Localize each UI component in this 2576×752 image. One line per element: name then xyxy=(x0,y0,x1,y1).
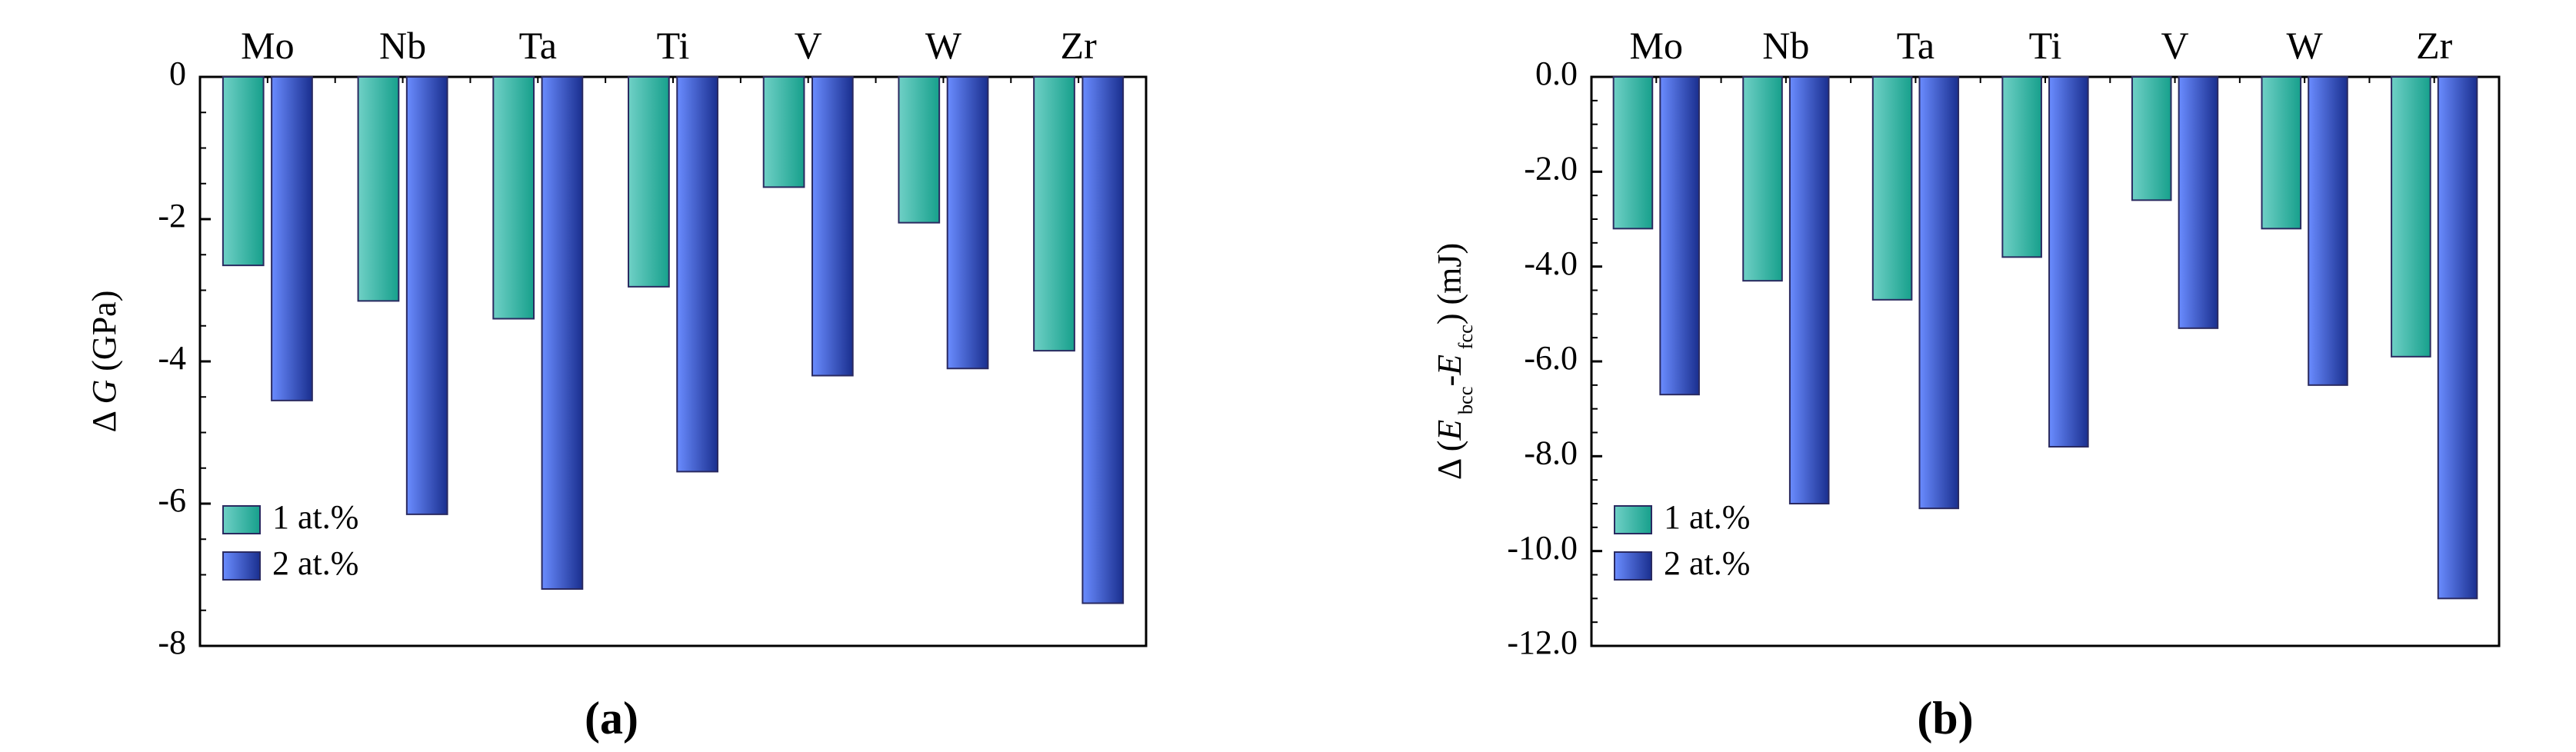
svg-text:-4.0: -4.0 xyxy=(1524,245,1578,282)
svg-text:1 at.%: 1 at.% xyxy=(272,498,358,536)
bar-series2 xyxy=(812,77,853,376)
bar-series2 xyxy=(542,77,583,589)
svg-text:2 at.%: 2 at.% xyxy=(272,544,358,582)
bar-series2 xyxy=(1790,77,1829,504)
bar-series1 xyxy=(1873,77,1912,300)
bar-series1 xyxy=(493,77,534,319)
svg-text:-2.0: -2.0 xyxy=(1524,149,1578,187)
svg-text:V: V xyxy=(2161,24,2189,67)
svg-text:-8.0: -8.0 xyxy=(1524,434,1578,471)
bar-series1 xyxy=(1743,77,1782,281)
svg-text:V: V xyxy=(795,24,822,67)
svg-text:0.0: 0.0 xyxy=(1535,55,1578,92)
figure-wrapper: 0 -2 -4 -6 -8 Mo Nb Ta Ti V W Zr Δ G (GPa) 1 at.% 2 at… xyxy=(0,0,2576,752)
panel-b: 0.0 -2.0 -4.0 -6.0 -8.0 -10.0 -12.0 Mo Nb Ta Ti V W Z… xyxy=(1361,8,2530,745)
svg-text:Δ (E bcc-E fcc) (mJ): Δ (E bcc-E fcc) (mJ) xyxy=(1431,243,1477,480)
bar-series2 xyxy=(272,77,312,401)
svg-text:1 at.%: 1 at.% xyxy=(1664,498,1750,536)
panel-a: 0 -2 -4 -6 -8 Mo Nb Ta Ti V W Zr Δ G (GPa) 1 at.% 2 at… xyxy=(46,8,1177,745)
bar-series2 xyxy=(1919,77,1958,508)
svg-text:-4: -4 xyxy=(158,339,186,377)
bar-series1 xyxy=(764,77,805,187)
svg-text:Mo: Mo xyxy=(241,24,294,67)
bar-series1 xyxy=(358,77,399,301)
bar-series2 xyxy=(948,77,988,368)
svg-text:Ta: Ta xyxy=(1897,24,1934,67)
svg-text:-2: -2 xyxy=(158,197,186,235)
bar-series2 xyxy=(1082,77,1123,604)
bar-series2 xyxy=(1660,77,1699,394)
bar-series1 xyxy=(2132,77,2171,200)
svg-text:-10.0: -10.0 xyxy=(1507,529,1578,567)
svg-text:Ti: Ti xyxy=(657,24,690,67)
svg-text:-12.0: -12.0 xyxy=(1507,624,1578,661)
caption-b: (b) xyxy=(1917,692,1973,745)
bar-series1 xyxy=(2262,77,2301,228)
bar-series1 xyxy=(2391,77,2431,357)
chart-b-svg: 0.0 -2.0 -4.0 -6.0 -8.0 -10.0 -12.0 Mo Nb Ta Ti V W Z… xyxy=(1361,8,2530,677)
bar-series2 xyxy=(407,77,448,514)
bar-series2 xyxy=(2308,77,2348,385)
svg-text:-6.0: -6.0 xyxy=(1524,339,1578,377)
svg-text:W: W xyxy=(925,24,962,67)
bar-series1 xyxy=(628,77,669,287)
bar-series1 xyxy=(1614,77,1653,228)
svg-text:Nb: Nb xyxy=(379,24,426,67)
svg-text:W: W xyxy=(2287,24,2324,67)
svg-text:0: 0 xyxy=(169,55,186,92)
caption-a: (a) xyxy=(585,692,638,745)
svg-text:2 at.%: 2 at.% xyxy=(1664,544,1750,582)
svg-text:Δ G (GPa): Δ G (GPa) xyxy=(85,291,123,433)
svg-text:Mo: Mo xyxy=(1630,24,1683,67)
svg-text:Ti: Ti xyxy=(2029,24,2062,67)
bar-series2 xyxy=(2049,77,2088,447)
svg-text:-8: -8 xyxy=(158,624,186,661)
bar-series2 xyxy=(677,77,718,471)
svg-text:Ta: Ta xyxy=(519,24,557,67)
svg-text:Zr: Zr xyxy=(2416,24,2453,67)
svg-text:Nb: Nb xyxy=(1762,24,1809,67)
bar-series1 xyxy=(223,77,264,265)
bar-series1 xyxy=(2002,77,2041,257)
bar-series1 xyxy=(1034,77,1075,351)
svg-text:Zr: Zr xyxy=(1061,24,1098,67)
bar-series2 xyxy=(2179,77,2218,328)
svg-text:-6: -6 xyxy=(158,481,186,519)
bar-series1 xyxy=(898,77,939,223)
chart-a-svg: 0 -2 -4 -6 -8 Mo Nb Ta Ti V W Zr Δ G (GPa) 1 at.% 2 at… xyxy=(46,8,1177,677)
bar-series2 xyxy=(2438,77,2478,598)
